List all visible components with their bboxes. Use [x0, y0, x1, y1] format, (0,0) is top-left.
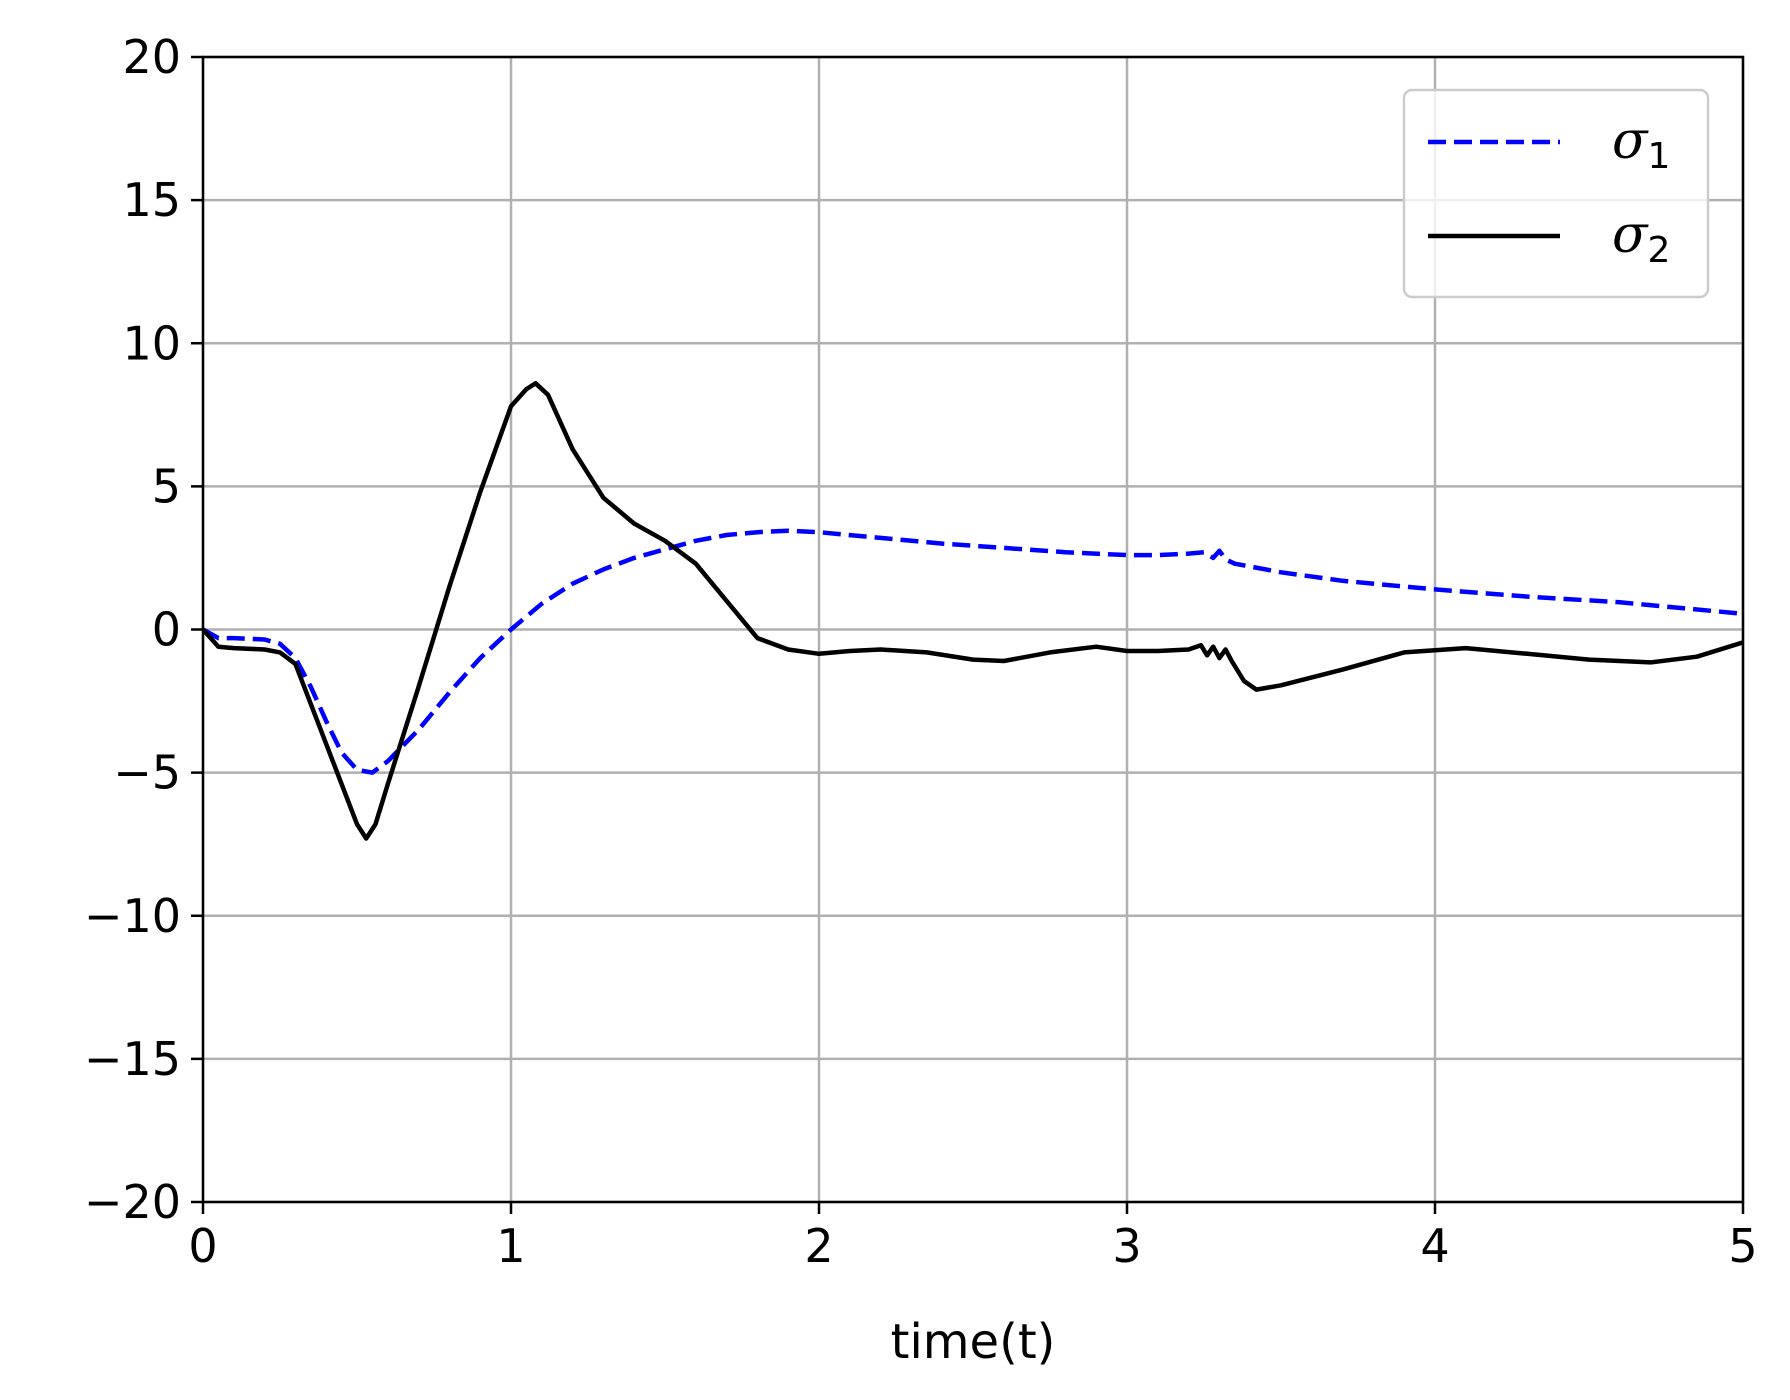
- x-tick-label: 2: [804, 1219, 833, 1273]
- y-tick-label: 15: [122, 173, 181, 227]
- x-axis-label: time(t): [891, 1314, 1056, 1370]
- x-tick-label: 4: [1420, 1219, 1449, 1273]
- y-tick-label: −15: [84, 1032, 181, 1086]
- y-tick-label: 10: [122, 316, 181, 370]
- x-tick-label: 5: [1728, 1219, 1757, 1273]
- legend-label-2: σ2: [1612, 205, 1670, 271]
- y-tick-label: −20: [84, 1175, 181, 1229]
- legend-label-symbol: σ: [1612, 111, 1649, 171]
- legend-label-1: σ1: [1612, 111, 1670, 177]
- series-2-line: [203, 381, 1743, 841]
- y-tick-label: −5: [113, 746, 181, 800]
- y-tick-label: −10: [84, 889, 181, 943]
- series-layer: [203, 381, 1743, 841]
- series-1-line: [203, 528, 1743, 775]
- y-tick-label: 0: [152, 603, 181, 657]
- y-tick-label: 20: [122, 30, 181, 84]
- legend-label-symbol: σ: [1612, 205, 1649, 265]
- y-tick-label: 5: [152, 459, 181, 513]
- x-tick-label: 3: [1112, 1219, 1141, 1273]
- legend-label-subscript: 2: [1648, 230, 1671, 271]
- tick-labels: 0 1 2 3 4 5 20 15 10 5 0 −5 −10 −15 −20: [84, 30, 1758, 1273]
- legend-label-subscript: 1: [1648, 136, 1671, 177]
- x-tick-label: 0: [188, 1219, 217, 1273]
- x-tick-label: 1: [496, 1219, 525, 1273]
- tick-marks: [191, 55, 1745, 1214]
